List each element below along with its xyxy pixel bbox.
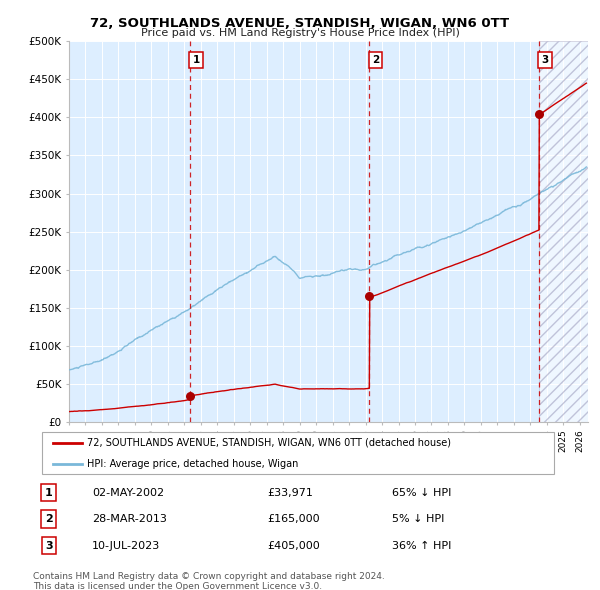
Text: £405,000: £405,000 xyxy=(268,540,320,550)
Text: HPI: Average price, detached house, Wigan: HPI: Average price, detached house, Wiga… xyxy=(87,459,298,469)
FancyBboxPatch shape xyxy=(42,432,554,474)
Text: 28-MAR-2013: 28-MAR-2013 xyxy=(92,514,167,524)
Text: 36% ↑ HPI: 36% ↑ HPI xyxy=(392,540,451,550)
Text: 72, SOUTHLANDS AVENUE, STANDISH, WIGAN, WN6 0TT (detached house): 72, SOUTHLANDS AVENUE, STANDISH, WIGAN, … xyxy=(87,438,451,448)
Text: Price paid vs. HM Land Registry's House Price Index (HPI): Price paid vs. HM Land Registry's House … xyxy=(140,28,460,38)
Text: £165,000: £165,000 xyxy=(268,514,320,524)
Text: 1: 1 xyxy=(193,55,200,65)
Bar xyxy=(539,41,600,422)
Text: Contains HM Land Registry data © Crown copyright and database right 2024.: Contains HM Land Registry data © Crown c… xyxy=(33,572,385,581)
Text: 5% ↓ HPI: 5% ↓ HPI xyxy=(392,514,444,524)
Text: 1: 1 xyxy=(45,487,53,497)
Text: 3: 3 xyxy=(541,55,548,65)
Text: 02-MAY-2002: 02-MAY-2002 xyxy=(92,487,164,497)
Text: 10-JUL-2023: 10-JUL-2023 xyxy=(92,540,160,550)
Text: 65% ↓ HPI: 65% ↓ HPI xyxy=(392,487,451,497)
Text: £33,971: £33,971 xyxy=(268,487,313,497)
Text: 72, SOUTHLANDS AVENUE, STANDISH, WIGAN, WN6 0TT: 72, SOUTHLANDS AVENUE, STANDISH, WIGAN, … xyxy=(91,17,509,30)
Text: 2: 2 xyxy=(372,55,379,65)
Text: This data is licensed under the Open Government Licence v3.0.: This data is licensed under the Open Gov… xyxy=(33,582,322,590)
Text: 2: 2 xyxy=(45,514,53,524)
Text: 3: 3 xyxy=(45,540,53,550)
